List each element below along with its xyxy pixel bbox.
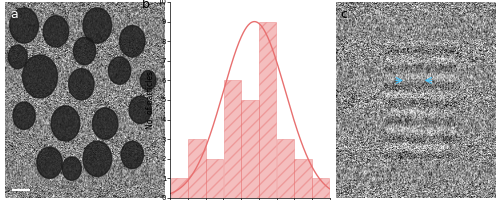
Y-axis label: No. of particles: No. of particles <box>146 71 154 129</box>
Circle shape <box>22 55 58 98</box>
Circle shape <box>62 157 82 180</box>
Circle shape <box>83 8 112 43</box>
Circle shape <box>129 96 152 124</box>
Bar <box>224 80 241 198</box>
Bar <box>259 22 276 198</box>
Circle shape <box>92 108 118 139</box>
Circle shape <box>140 71 156 90</box>
Circle shape <box>108 57 130 84</box>
Circle shape <box>68 69 94 100</box>
Circle shape <box>83 141 112 176</box>
Circle shape <box>51 106 80 141</box>
Bar <box>294 159 312 198</box>
Text: b: b <box>142 0 150 11</box>
Bar <box>188 139 206 198</box>
Circle shape <box>74 37 96 65</box>
Bar <box>276 139 294 198</box>
Bar <box>312 178 330 198</box>
Circle shape <box>10 8 38 43</box>
Circle shape <box>43 16 68 47</box>
Bar <box>170 178 188 198</box>
Bar <box>242 100 258 198</box>
Circle shape <box>8 45 28 69</box>
Circle shape <box>120 26 145 57</box>
Bar <box>206 159 224 198</box>
Text: a: a <box>10 8 18 21</box>
Circle shape <box>121 141 144 169</box>
Circle shape <box>37 147 62 178</box>
Text: c: c <box>340 8 347 21</box>
Circle shape <box>13 102 35 129</box>
